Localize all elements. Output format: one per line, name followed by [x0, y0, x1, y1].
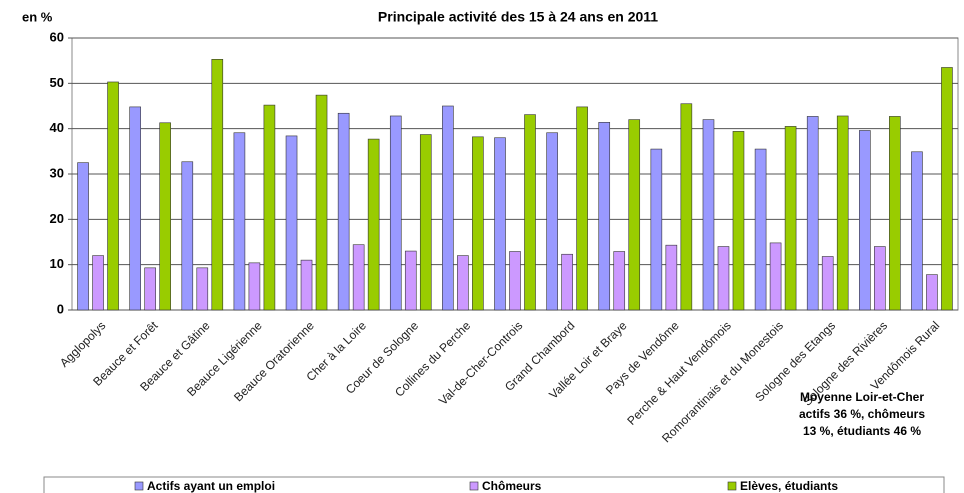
bar: [889, 116, 901, 311]
bar: [92, 255, 104, 311]
bar: [472, 136, 484, 311]
legend-swatch: [727, 481, 737, 491]
bar: [389, 115, 402, 311]
y-tick-label: 30: [50, 165, 64, 180]
bar: [754, 148, 767, 311]
bar: [576, 106, 588, 311]
bar: [181, 161, 194, 311]
bar: [367, 138, 380, 311]
chart-title: Principale activité des 15 à 24 ans en 2…: [378, 9, 658, 25]
bar: [702, 119, 715, 311]
bar: [836, 115, 849, 311]
bar: [315, 94, 328, 311]
bar: [211, 59, 224, 311]
x-tick-label: Perche & Haut Vendômois: [624, 318, 733, 427]
y-tick-label: 0: [57, 301, 64, 316]
bar: [732, 131, 745, 311]
bar: [248, 262, 261, 311]
bar: [77, 162, 89, 311]
bar: [926, 274, 938, 311]
x-tick-label: Agglopolys: [57, 318, 108, 369]
bar: [821, 256, 834, 311]
bar: [352, 244, 365, 311]
bar: [337, 112, 350, 311]
legend-label: Chômeurs: [482, 479, 542, 493]
bar: [196, 267, 209, 311]
bar: [680, 103, 693, 311]
y-tick-label: 40: [50, 120, 64, 135]
bar: [784, 126, 797, 311]
annotation: Moyenne Loir-et-Cher: [800, 390, 924, 404]
bar: [144, 267, 156, 311]
bar: [806, 116, 819, 311]
bar: [509, 251, 521, 311]
bar: [419, 134, 432, 311]
bar: [911, 151, 923, 311]
bar: [874, 246, 886, 311]
annotation: actifs 36 %, chômeurs: [799, 407, 925, 421]
bar: [494, 137, 506, 311]
bar: [107, 81, 119, 311]
y-tick-label: 10: [50, 256, 64, 271]
bar: [285, 135, 298, 311]
y-tick-label: 60: [50, 29, 64, 44]
bar: [598, 122, 611, 311]
bar: [233, 132, 246, 311]
bar: [650, 148, 663, 311]
bar: [129, 106, 141, 311]
legend-swatch: [469, 481, 479, 491]
bar: [263, 104, 276, 311]
bar: [546, 132, 558, 311]
legend-label: Elèves, étudiants: [740, 479, 838, 493]
bar: [769, 242, 782, 311]
bar: [628, 119, 641, 311]
bar: [300, 259, 313, 311]
bar: [159, 122, 171, 311]
annotation: 13 %, étudiants 46 %: [803, 424, 921, 438]
legend-box: [43, 476, 945, 493]
bar: [561, 253, 573, 311]
bar: [404, 250, 417, 311]
bar: [613, 251, 626, 311]
y-axis-label: en %: [22, 9, 53, 24]
legend-label: Actifs ayant un emploi: [147, 479, 275, 493]
bar: [859, 130, 871, 311]
bar: [941, 67, 953, 311]
bar: [665, 244, 678, 311]
bar: [442, 105, 454, 311]
bar: [717, 246, 730, 311]
bar: [524, 114, 536, 311]
y-tick-label: 50: [50, 75, 64, 90]
y-tick-label: 20: [50, 211, 64, 226]
legend-swatch: [134, 481, 144, 491]
bar: [457, 255, 469, 311]
